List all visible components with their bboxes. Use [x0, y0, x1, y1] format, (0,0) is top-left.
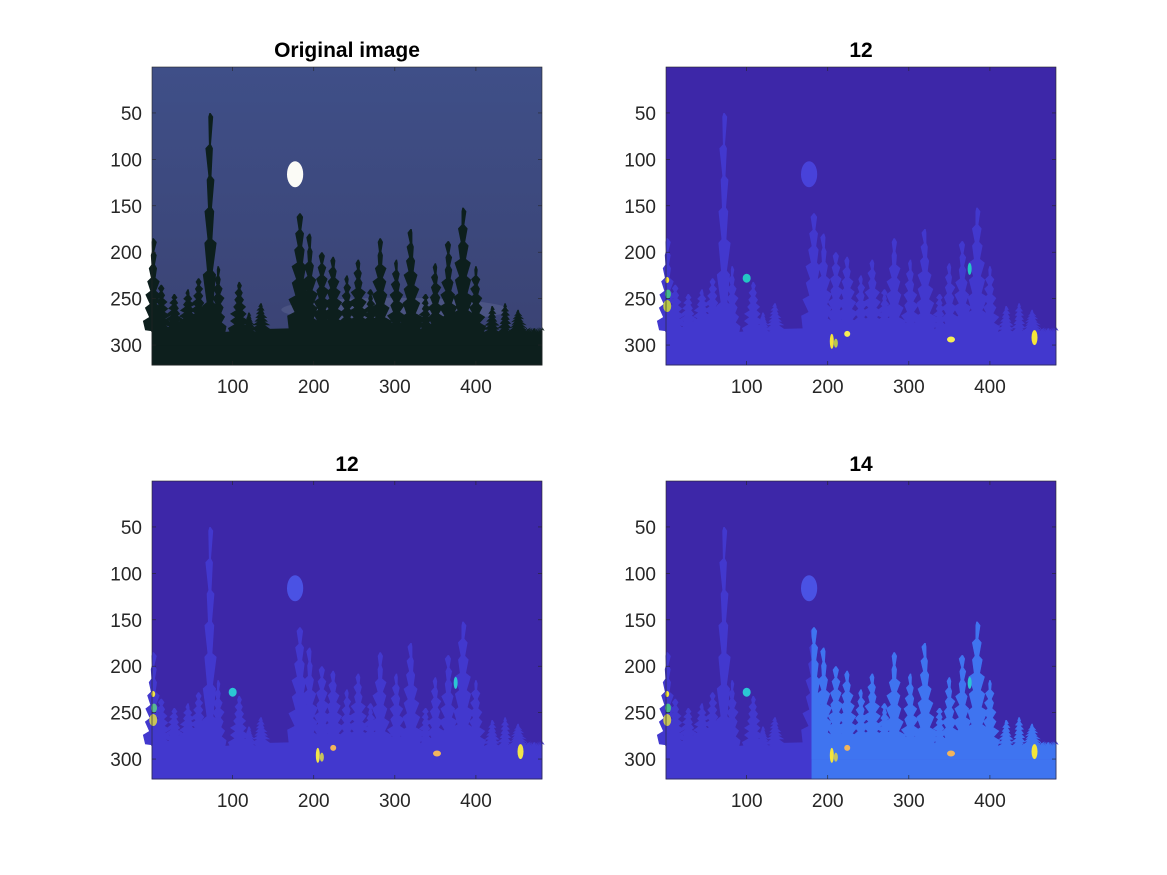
x-tick-label: 200	[812, 791, 844, 812]
segment-spot	[1031, 744, 1038, 760]
segment-spot	[947, 750, 955, 757]
y-tick-label: 200	[624, 243, 656, 264]
x-tick-label: 300	[379, 791, 411, 812]
axes-box	[665, 66, 1057, 366]
y-tick-label: 250	[624, 290, 656, 311]
ground-right	[811, 759, 1056, 779]
x-tick-label: 200	[298, 791, 330, 812]
segment-spot	[663, 300, 672, 313]
y-tick-label: 150	[110, 611, 142, 632]
y-tick-label: 100	[110, 564, 142, 585]
segment-spot	[319, 752, 324, 762]
trees-region	[142, 113, 545, 366]
panel-title: Original image	[274, 39, 420, 62]
x-tick-label: 100	[731, 791, 763, 812]
trees-region	[142, 527, 545, 780]
trees-region	[656, 113, 1059, 366]
ground	[152, 345, 542, 365]
segment-spot	[433, 750, 441, 757]
y-tick-label: 50	[635, 104, 656, 125]
y-tick-label: 200	[110, 657, 142, 678]
y-tick-label: 50	[635, 518, 656, 539]
y-tick-label: 300	[110, 336, 142, 357]
y-tick-label: 50	[121, 104, 142, 125]
x-tick-label: 100	[731, 377, 763, 398]
ground	[152, 759, 542, 779]
y-tick-label: 250	[110, 290, 142, 311]
y-tick-label: 250	[110, 704, 142, 725]
panel-3: 100 200 300 400 50 100 150 200 250 300 12	[110, 453, 545, 812]
segment-spot	[947, 336, 955, 343]
y-tick-label: 250	[624, 704, 656, 725]
moon	[287, 161, 304, 188]
moon	[801, 575, 818, 602]
segment-spot	[665, 703, 672, 713]
panel-title: 12	[335, 453, 358, 476]
segment-spot	[453, 676, 458, 689]
segment-spot	[844, 744, 851, 751]
trees-region-right	[811, 621, 1056, 779]
y-tick-label: 200	[624, 657, 656, 678]
x-tick-label: 300	[893, 791, 925, 812]
moon	[287, 575, 304, 602]
x-tick-label: 200	[298, 377, 330, 398]
segment-spot	[517, 744, 524, 760]
x-tick-label: 100	[217, 791, 249, 812]
x-tick-label: 400	[974, 377, 1006, 398]
axes-box	[151, 480, 543, 780]
y-tick-label: 300	[624, 750, 656, 771]
x-tick-label: 300	[379, 377, 411, 398]
segment-spot	[833, 752, 838, 762]
x-tick-label: 100	[217, 377, 249, 398]
y-tick-label: 300	[110, 750, 142, 771]
segment-spot	[663, 714, 672, 727]
segment-spot	[829, 333, 834, 349]
x-tick-label: 400	[460, 791, 492, 812]
y-tick-label: 100	[624, 564, 656, 585]
y-tick-label: 200	[110, 243, 142, 264]
y-tick-label: 150	[624, 611, 656, 632]
y-tick-label: 150	[624, 197, 656, 218]
panel-title: 12	[849, 39, 872, 62]
panel-2: 100 200 300 400 50 100 150 200 250 300 12	[624, 39, 1059, 398]
segment-spot	[1031, 330, 1038, 346]
segment-spot	[829, 747, 834, 763]
y-tick-label: 50	[121, 518, 142, 539]
x-tick-label: 300	[893, 377, 925, 398]
segment-spot	[967, 676, 972, 689]
panel-4: 100 200 300 400 50 100 150 200 250 300 14	[624, 453, 1059, 812]
panel-1: 100 200 300 400 50 100 150 200 250 300 Original im…	[110, 39, 545, 398]
segment-spot	[149, 714, 158, 727]
segment-spot	[315, 747, 320, 763]
y-tick-label: 300	[624, 336, 656, 357]
segment-spot	[665, 289, 672, 299]
x-tick-label: 400	[460, 377, 492, 398]
y-tick-label: 100	[624, 150, 656, 171]
x-tick-label: 200	[812, 377, 844, 398]
segment-spot	[330, 744, 337, 751]
segment-spot	[228, 687, 237, 697]
segment-spot	[833, 338, 838, 348]
segment-spot	[151, 703, 158, 713]
x-tick-label: 400	[974, 791, 1006, 812]
axes-box	[151, 66, 543, 366]
ground	[666, 345, 1056, 365]
axes-box	[665, 480, 1057, 780]
y-tick-label: 100	[110, 150, 142, 171]
segment-spot	[742, 687, 751, 697]
panel-title: 14	[849, 453, 873, 476]
segment-spot	[742, 273, 751, 283]
moon	[801, 161, 818, 188]
segment-spot	[967, 262, 972, 275]
y-tick-label: 150	[110, 197, 142, 218]
segment-spot	[844, 330, 851, 337]
